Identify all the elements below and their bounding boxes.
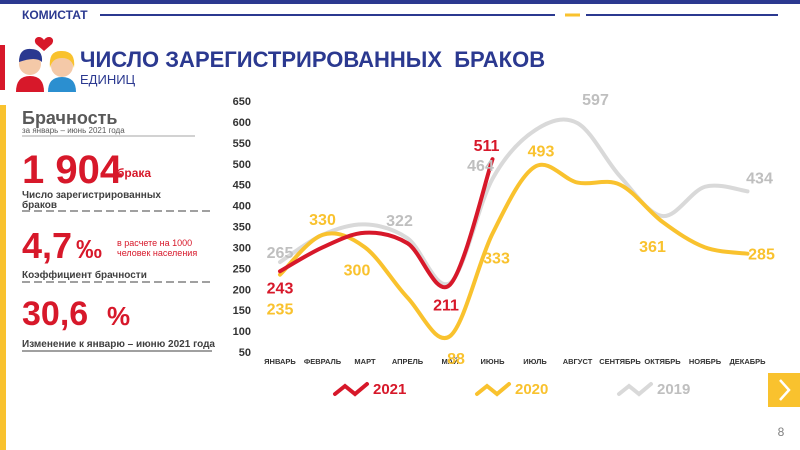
marriages-caption: браков — [22, 199, 57, 211]
data-label: 235 — [267, 302, 294, 319]
legend-label: 2021 — [373, 381, 406, 398]
panel-heading: Брачность — [22, 108, 117, 128]
x-tick-label: АПРЕЛЬ — [392, 357, 424, 366]
rate-unit: ‰ — [76, 234, 102, 264]
marriages-unit: брака — [117, 166, 151, 180]
x-tick-label: ФЕВРАЛЬ — [304, 357, 342, 366]
marriages-value: 1 904 — [22, 148, 123, 192]
panel-period: за январь – июнь 2021 года — [22, 126, 125, 135]
side-bar — [0, 105, 6, 450]
series-line — [278, 117, 750, 287]
next-arrow — [779, 379, 791, 401]
next-button[interactable] — [768, 373, 800, 407]
y-tick-label: 200 — [233, 284, 251, 296]
x-tick-label: МАЙ — [441, 357, 458, 366]
change-value: 30,6 — [22, 295, 88, 333]
data-label: 511 — [474, 138, 500, 155]
data-label: 243 — [267, 280, 294, 297]
x-tick-label: ДЕКАБРЬ — [729, 357, 766, 366]
data-label: 285 — [748, 247, 775, 264]
x-tick-label: ИЮНЬ — [481, 357, 506, 366]
x-tick-label: АВГУСТ — [563, 357, 593, 366]
data-label: 434 — [746, 170, 773, 187]
data-label: 300 — [344, 262, 371, 279]
data-label: 211 — [433, 298, 459, 315]
couple-icon — [0, 37, 76, 92]
data-label: 322 — [386, 213, 413, 230]
data-label: 265 — [267, 245, 294, 262]
brand: КОМИСТАТ — [22, 8, 88, 22]
data-label: 493 — [528, 144, 555, 161]
y-tick-label: 250 — [233, 263, 251, 275]
legend-swatch — [475, 382, 511, 397]
y-tick-label: 600 — [233, 117, 251, 129]
y-tick-label: 300 — [233, 242, 251, 254]
y-tick-label: 400 — [233, 201, 251, 213]
y-tick-label: 450 — [233, 180, 251, 192]
change-unit: % — [107, 301, 130, 331]
y-tick-label: 100 — [233, 326, 251, 338]
data-label: 330 — [309, 212, 336, 229]
rate-value: 4,7 — [22, 225, 72, 266]
x-tick-label: ЯНВАРЬ — [264, 357, 296, 366]
data-label: 333 — [483, 251, 510, 268]
rate-note: человек населения — [117, 248, 197, 258]
x-tick-label: МАРТ — [354, 357, 376, 366]
data-label: 597 — [582, 92, 609, 109]
x-tick-label: ИЮЛЬ — [523, 357, 547, 366]
series-line — [278, 157, 495, 290]
series-line — [278, 162, 750, 341]
x-tick-label: ОКТЯБРЬ — [644, 357, 681, 366]
y-tick-label: 350 — [233, 222, 251, 234]
data-label: 361 — [639, 239, 666, 256]
legend-swatch — [617, 382, 653, 397]
marriages-caption: Число зарегистрированных — [22, 190, 161, 201]
page-number: 8 — [778, 425, 785, 439]
chart-subtitle: ЕДИНИЦ — [80, 72, 136, 87]
data-label: 464 — [467, 158, 494, 175]
y-tick-label: 50 — [239, 347, 251, 359]
x-tick-label: СЕНТЯБРЬ — [599, 357, 641, 366]
y-tick-label: 550 — [233, 138, 251, 150]
legend-label: 2019 — [657, 381, 690, 398]
y-tick-label: 150 — [233, 305, 251, 317]
legend-label: 2020 — [515, 381, 548, 398]
x-tick-label: НОЯБРЬ — [689, 357, 722, 366]
y-tick-label: 500 — [233, 159, 251, 171]
top-strip — [0, 0, 800, 4]
y-tick-label: 650 — [233, 96, 251, 108]
change-caption: Изменение к январю – июню 2021 года — [22, 339, 215, 350]
data-label: 88 — [447, 351, 465, 368]
rate-caption: Коэффициент брачности — [22, 269, 147, 281]
rate-note: в расчете на 1000 — [117, 238, 192, 248]
legend-swatch — [333, 382, 369, 397]
chart-title: ЧИСЛО ЗАРЕГИСТРИРОВАННЫХ БРАКОВ — [80, 47, 545, 72]
